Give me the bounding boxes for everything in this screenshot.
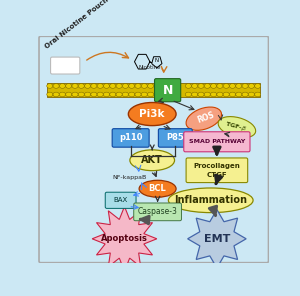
FancyBboxPatch shape: [105, 192, 136, 208]
Ellipse shape: [242, 92, 248, 97]
Text: Pi3k: Pi3k: [140, 109, 165, 119]
Ellipse shape: [141, 92, 147, 97]
Text: AKT: AKT: [141, 155, 163, 165]
Ellipse shape: [53, 92, 59, 97]
Ellipse shape: [116, 84, 122, 88]
Text: P85: P85: [167, 133, 184, 142]
Ellipse shape: [198, 92, 204, 97]
Ellipse shape: [255, 92, 261, 97]
FancyBboxPatch shape: [134, 203, 182, 221]
Ellipse shape: [59, 84, 65, 88]
Ellipse shape: [53, 84, 59, 88]
Ellipse shape: [217, 92, 223, 97]
Ellipse shape: [97, 84, 103, 88]
Ellipse shape: [85, 84, 91, 88]
FancyBboxPatch shape: [154, 79, 181, 102]
Ellipse shape: [135, 92, 141, 97]
Ellipse shape: [204, 92, 210, 97]
Ellipse shape: [129, 92, 135, 97]
Ellipse shape: [72, 92, 78, 97]
FancyBboxPatch shape: [186, 158, 248, 183]
Ellipse shape: [103, 84, 109, 88]
Ellipse shape: [185, 84, 191, 88]
Ellipse shape: [148, 92, 154, 97]
Ellipse shape: [97, 92, 103, 97]
Ellipse shape: [72, 84, 78, 88]
Ellipse shape: [185, 92, 191, 97]
Ellipse shape: [230, 92, 236, 97]
Ellipse shape: [211, 92, 217, 97]
Text: BAX: BAX: [113, 197, 128, 203]
Ellipse shape: [66, 84, 72, 88]
Ellipse shape: [198, 84, 204, 88]
Ellipse shape: [128, 102, 176, 126]
Ellipse shape: [168, 188, 253, 213]
Ellipse shape: [110, 84, 116, 88]
Ellipse shape: [230, 84, 236, 88]
Text: N: N: [162, 84, 173, 97]
Ellipse shape: [129, 84, 135, 88]
Text: NF-kappaB: NF-kappaB: [112, 175, 146, 180]
Ellipse shape: [91, 92, 97, 97]
Ellipse shape: [122, 84, 128, 88]
Text: Oral Nicotine Pouch: Oral Nicotine Pouch: [44, 0, 110, 49]
Ellipse shape: [192, 92, 198, 97]
Text: Apoptosis: Apoptosis: [101, 234, 148, 243]
Ellipse shape: [236, 84, 242, 88]
FancyBboxPatch shape: [112, 129, 149, 147]
Ellipse shape: [242, 84, 248, 88]
Ellipse shape: [78, 92, 84, 97]
Ellipse shape: [91, 84, 97, 88]
Ellipse shape: [66, 92, 72, 97]
Ellipse shape: [135, 84, 141, 88]
Bar: [47, 83, 260, 97]
Ellipse shape: [186, 107, 221, 130]
Ellipse shape: [139, 180, 176, 197]
Ellipse shape: [59, 92, 65, 97]
Ellipse shape: [130, 150, 175, 171]
Ellipse shape: [78, 84, 84, 88]
FancyBboxPatch shape: [184, 132, 250, 152]
Ellipse shape: [116, 92, 122, 97]
Text: Inflammation: Inflammation: [174, 195, 247, 205]
Ellipse shape: [47, 84, 53, 88]
Ellipse shape: [248, 84, 254, 88]
Text: TGF-$\beta$: TGF-$\beta$: [224, 119, 247, 133]
Text: EMT: EMT: [204, 234, 230, 244]
Ellipse shape: [255, 84, 261, 88]
Text: ROS: ROS: [196, 111, 215, 125]
Polygon shape: [188, 210, 246, 268]
Ellipse shape: [47, 92, 53, 97]
Ellipse shape: [248, 92, 254, 97]
Ellipse shape: [217, 84, 223, 88]
FancyBboxPatch shape: [39, 36, 268, 263]
Ellipse shape: [103, 92, 109, 97]
Ellipse shape: [223, 84, 229, 88]
Text: BCL: BCL: [149, 184, 167, 193]
Ellipse shape: [218, 117, 256, 138]
Text: SMAD PATHWAY: SMAD PATHWAY: [189, 139, 245, 144]
Text: p110: p110: [119, 133, 142, 142]
Ellipse shape: [211, 84, 217, 88]
FancyBboxPatch shape: [158, 129, 192, 147]
Text: N: N: [155, 58, 159, 63]
FancyBboxPatch shape: [51, 57, 80, 74]
Polygon shape: [92, 207, 157, 271]
Text: CTGF: CTGF: [207, 172, 227, 178]
Ellipse shape: [110, 92, 116, 97]
Ellipse shape: [122, 92, 128, 97]
Text: Procollagen: Procollagen: [194, 163, 240, 169]
Ellipse shape: [192, 84, 198, 88]
Ellipse shape: [204, 84, 210, 88]
Ellipse shape: [236, 92, 242, 97]
Ellipse shape: [141, 84, 147, 88]
Ellipse shape: [223, 92, 229, 97]
Ellipse shape: [148, 84, 154, 88]
Text: Caspase-3: Caspase-3: [138, 207, 178, 216]
Text: Nicotine: Nicotine: [139, 65, 161, 70]
Ellipse shape: [85, 92, 91, 97]
